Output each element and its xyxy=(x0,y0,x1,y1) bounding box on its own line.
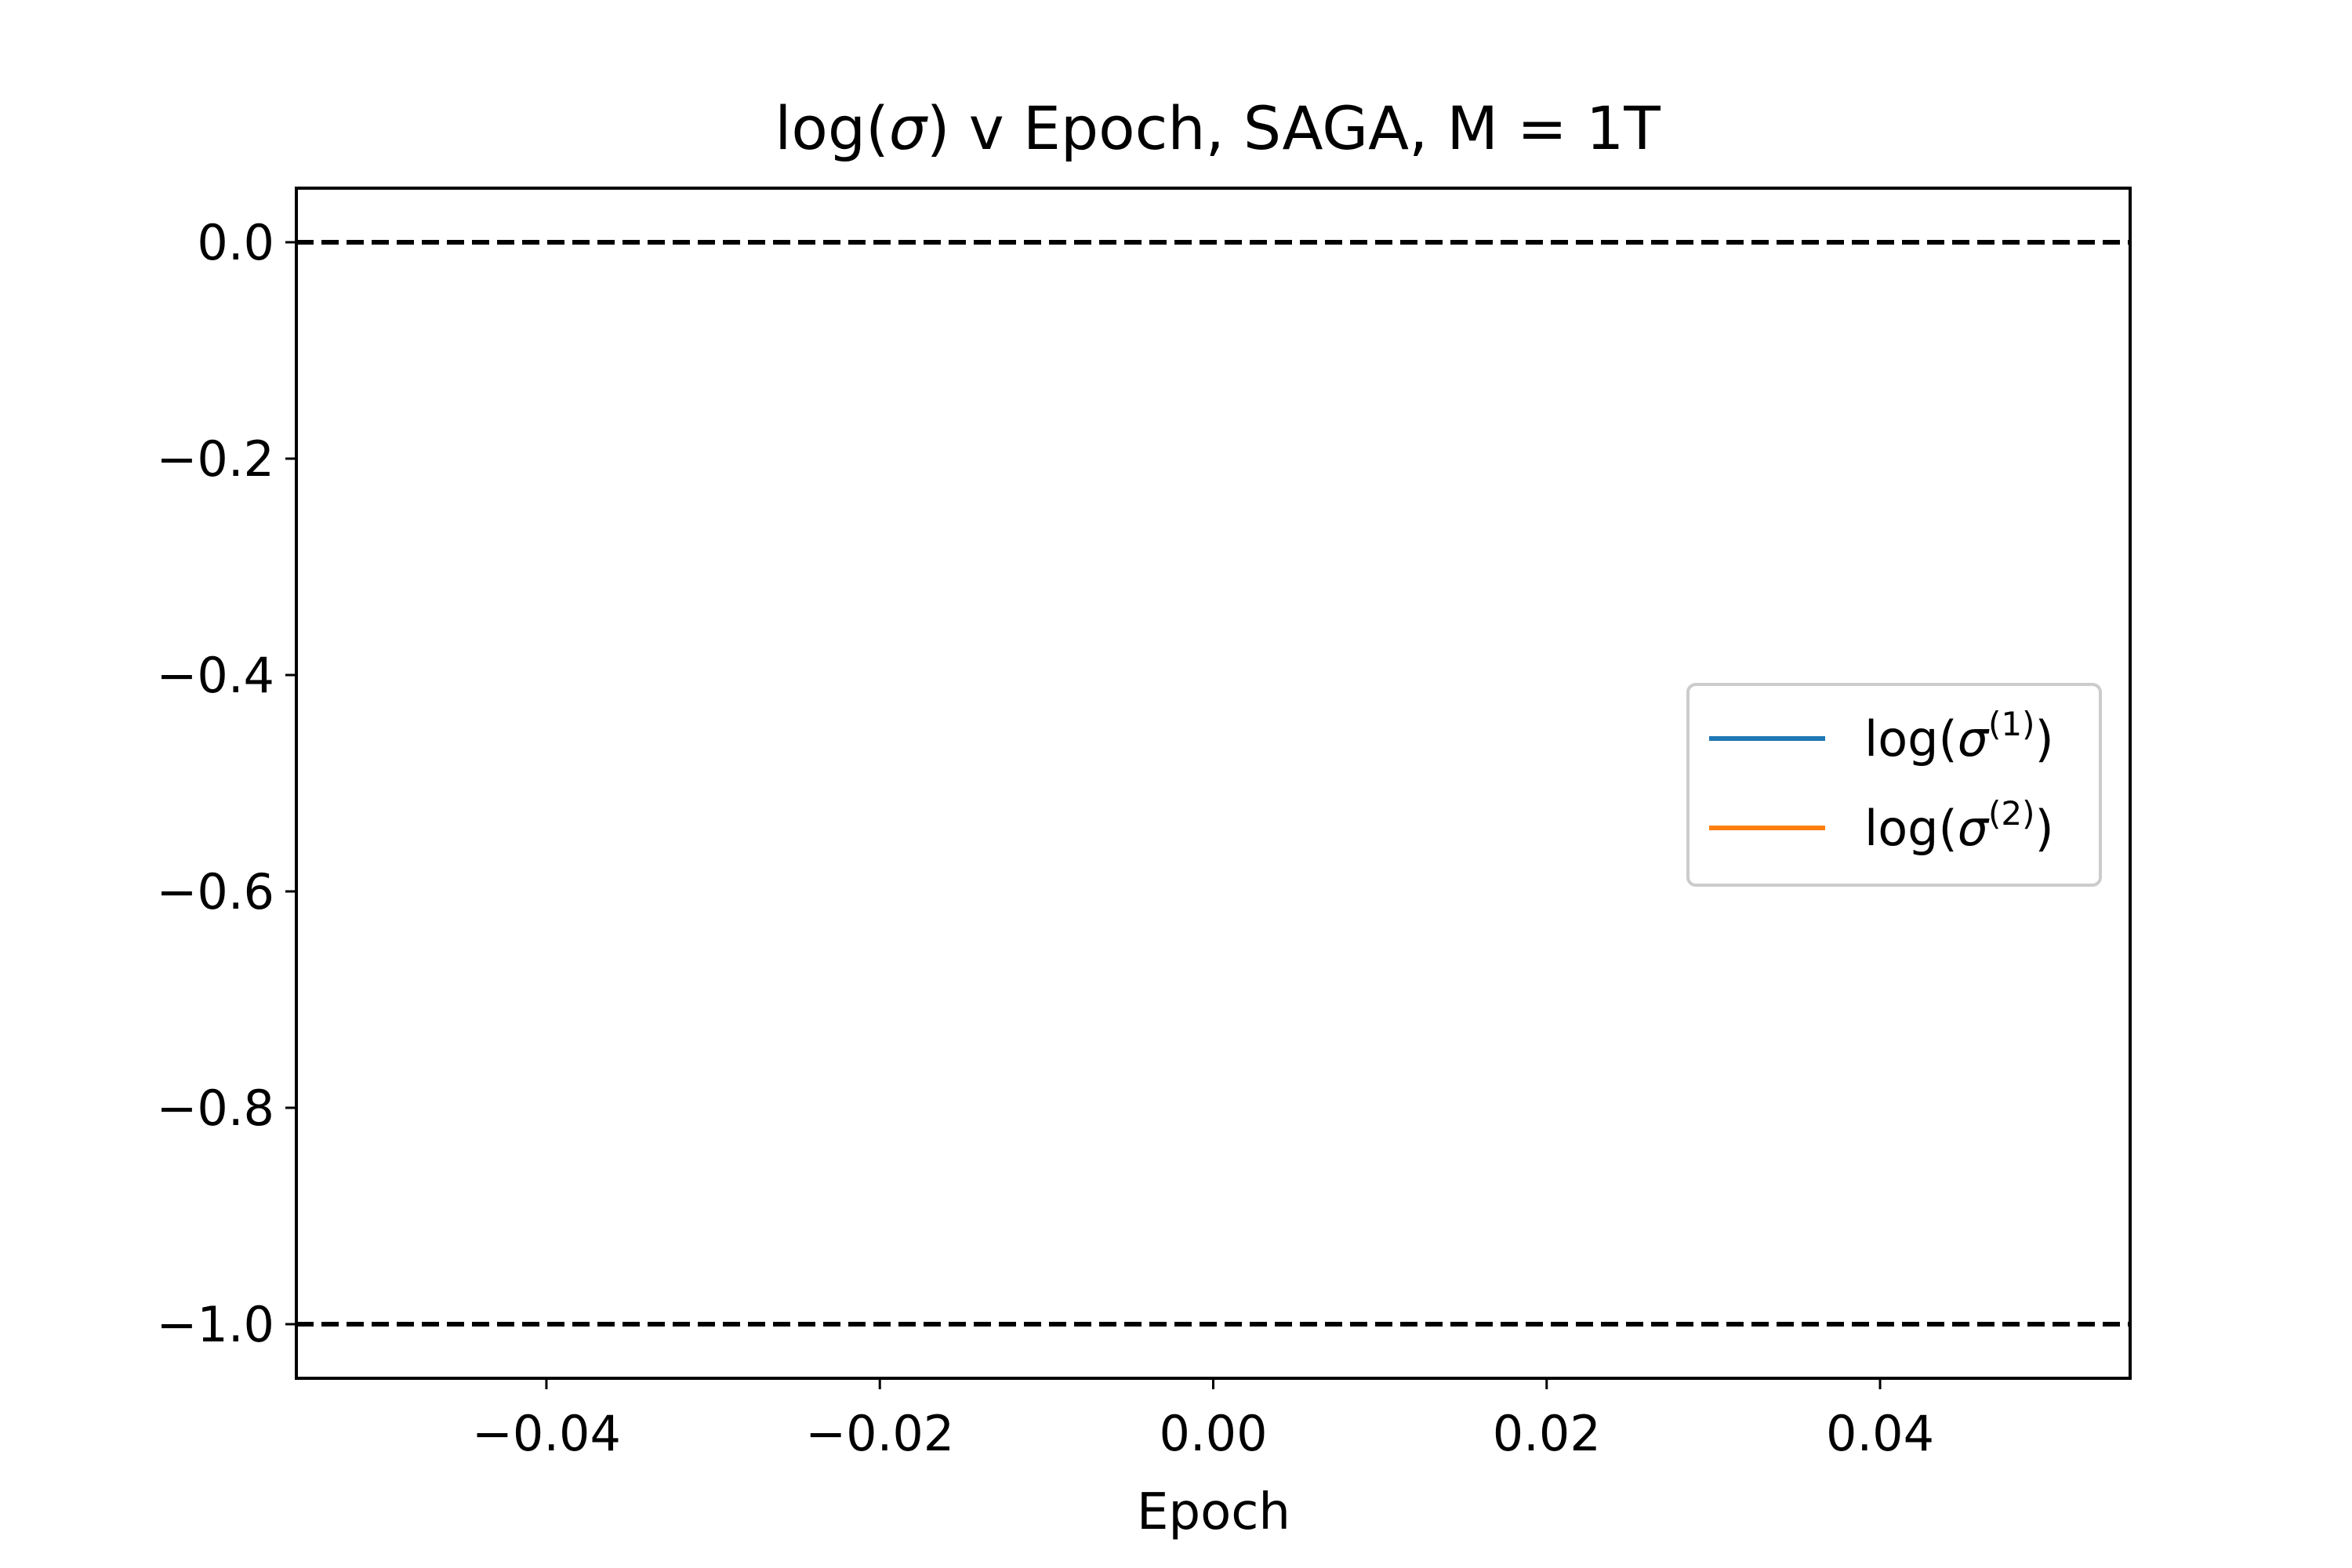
y-tick-label: −0.8 xyxy=(156,1080,274,1137)
chart-title: log(σ) v Epoch, SAGA, M = 1T xyxy=(775,93,1661,163)
legend-box xyxy=(1686,683,2102,887)
x-tick-label: −0.02 xyxy=(805,1405,954,1462)
y-tick-label: −1.0 xyxy=(156,1296,274,1353)
legend-label-1: log(σ(1)) xyxy=(1864,705,2054,768)
y-axis: 0.0 −0.2 −0.4 −0.6 −0.8 −1.0 xyxy=(156,214,296,1353)
y-tick-label: −0.6 xyxy=(156,863,274,920)
legend-label-2: log(σ(2)) xyxy=(1864,794,2054,857)
y-tick-label: −0.4 xyxy=(156,647,274,704)
x-tick-label: 0.04 xyxy=(1826,1405,1934,1462)
x-axis: −0.04 −0.02 0.00 0.02 0.04 xyxy=(472,1378,1934,1462)
reference-lines xyxy=(296,240,2130,1327)
y-tick-label: 0.0 xyxy=(197,214,274,271)
x-tick-label: 0.00 xyxy=(1159,1405,1267,1462)
x-tick-label: −0.04 xyxy=(472,1405,621,1462)
y-tick-label: −0.2 xyxy=(156,430,274,488)
x-tick-label: 0.02 xyxy=(1493,1405,1601,1462)
legend: log(σ(1)) log(σ(2)) xyxy=(1686,683,2102,887)
x-axis-label: Epoch xyxy=(1137,1483,1290,1541)
